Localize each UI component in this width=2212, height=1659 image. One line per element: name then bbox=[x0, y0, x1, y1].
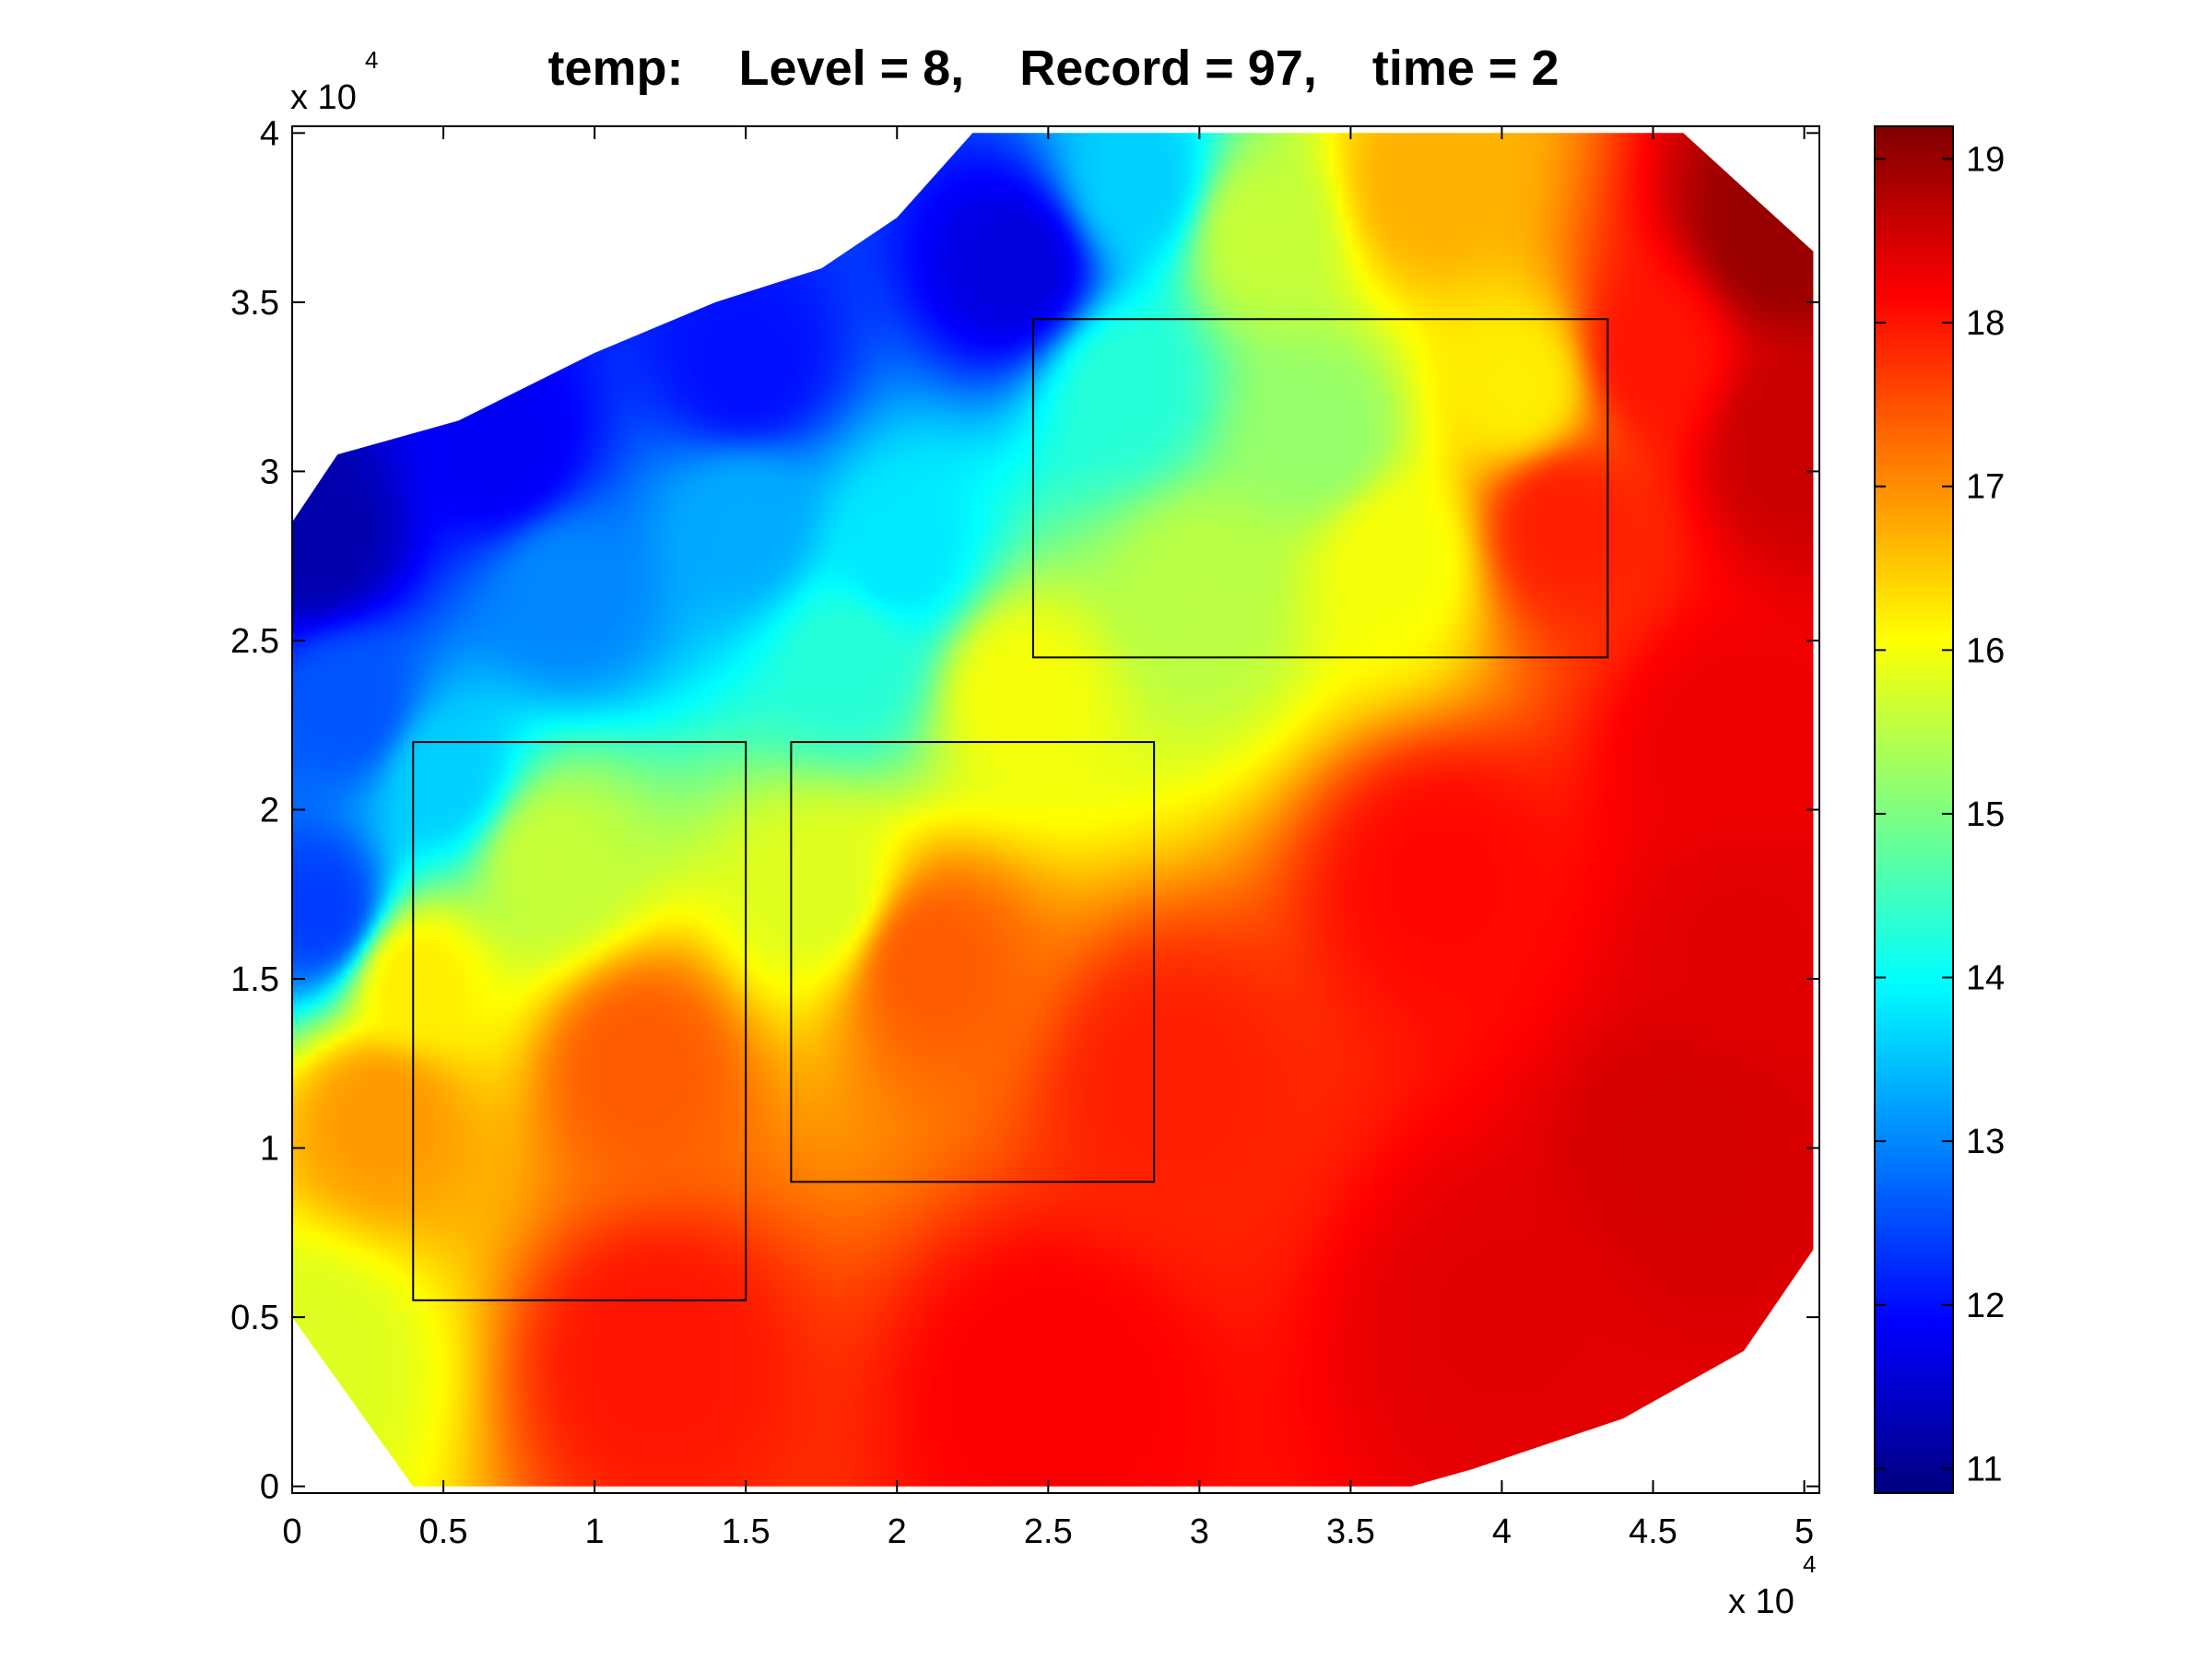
colorbar-tick-label: 14 bbox=[1966, 959, 2005, 998]
y-tick-label: 1 bbox=[260, 1130, 279, 1169]
x-tick-label: 2.5 bbox=[1024, 1512, 1073, 1551]
y-axis-multiplier: x 10 4 bbox=[290, 46, 378, 117]
colorbar-tick-label: 15 bbox=[1966, 795, 2005, 834]
x-tick-label: 4 bbox=[1492, 1512, 1512, 1551]
colorbar-tick-label: 18 bbox=[1966, 304, 2005, 343]
region-box-3 bbox=[790, 741, 1156, 1183]
x-tick-label: 0 bbox=[282, 1512, 301, 1551]
x-tick-label: 5 bbox=[1794, 1512, 1814, 1551]
colorbar-frame bbox=[1874, 125, 1954, 1494]
colorbar-tick-label: 13 bbox=[1966, 1123, 2005, 1161]
x-multiplier-base: x 10 bbox=[1728, 1583, 1794, 1621]
colorbar-gradient bbox=[1875, 126, 1953, 1493]
y-axis-ticks: 0 0.5 1 1.5 2 2.5 3 3.5 4 bbox=[230, 114, 1819, 1507]
colorbar-ticks: 11 12 13 14 15 16 17 18 19 bbox=[1875, 141, 2005, 1488]
colorbar-tick-label: 11 bbox=[1966, 1450, 2002, 1488]
x-tick-label: 1.5 bbox=[722, 1512, 771, 1551]
region-box-1 bbox=[1031, 318, 1609, 659]
chart-title: temp: Level = 8, Record = 97, time = 2 bbox=[548, 41, 1559, 96]
y-tick-label: 3.5 bbox=[230, 284, 279, 323]
colorbar-tick-label: 19 bbox=[1966, 141, 2005, 180]
x-axis-ticks: 0 0.5 1 1.5 2 2.5 3 3.5 4 4.5 5 bbox=[282, 126, 1814, 1551]
x-axis-multiplier: x 10 4 bbox=[1728, 1550, 1816, 1621]
region-box-2 bbox=[412, 741, 747, 1301]
region-boxes bbox=[412, 318, 1609, 1301]
y-tick-label: 2 bbox=[260, 792, 279, 830]
plot-area: 0 0.5 1 1.5 2 2.5 3 3.5 4 4.5 5 0 0.5 1 1.5 2 2.5 3 3.5 4 bbox=[230, 114, 1820, 1551]
y-multiplier-base: x 10 bbox=[290, 78, 357, 117]
colorbar-tick-label: 12 bbox=[1966, 1287, 2005, 1325]
y-multiplier-exponent: 4 bbox=[365, 46, 378, 74]
x-tick-label: 1 bbox=[585, 1512, 605, 1551]
x-tick-label: 3.5 bbox=[1326, 1512, 1375, 1551]
y-tick-label: 2.5 bbox=[230, 622, 279, 661]
y-tick-label: 0 bbox=[260, 1468, 279, 1507]
x-multiplier-exponent: 4 bbox=[1803, 1550, 1816, 1578]
x-tick-label: 0.5 bbox=[419, 1512, 468, 1551]
x-tick-label: 3 bbox=[1190, 1512, 1209, 1551]
colorbar: 11 12 13 14 15 16 17 18 19 bbox=[1874, 125, 2005, 1494]
x-tick-label: 4.5 bbox=[1629, 1512, 1677, 1551]
x-tick-label: 2 bbox=[888, 1512, 907, 1551]
y-tick-label: 0.5 bbox=[230, 1299, 279, 1337]
y-tick-label: 4 bbox=[260, 114, 279, 153]
colorbar-tick-label: 16 bbox=[1966, 631, 2005, 670]
y-tick-label: 1.5 bbox=[230, 960, 279, 999]
colorbar-tick-label: 17 bbox=[1966, 468, 2005, 507]
y-tick-label: 3 bbox=[260, 453, 279, 491]
